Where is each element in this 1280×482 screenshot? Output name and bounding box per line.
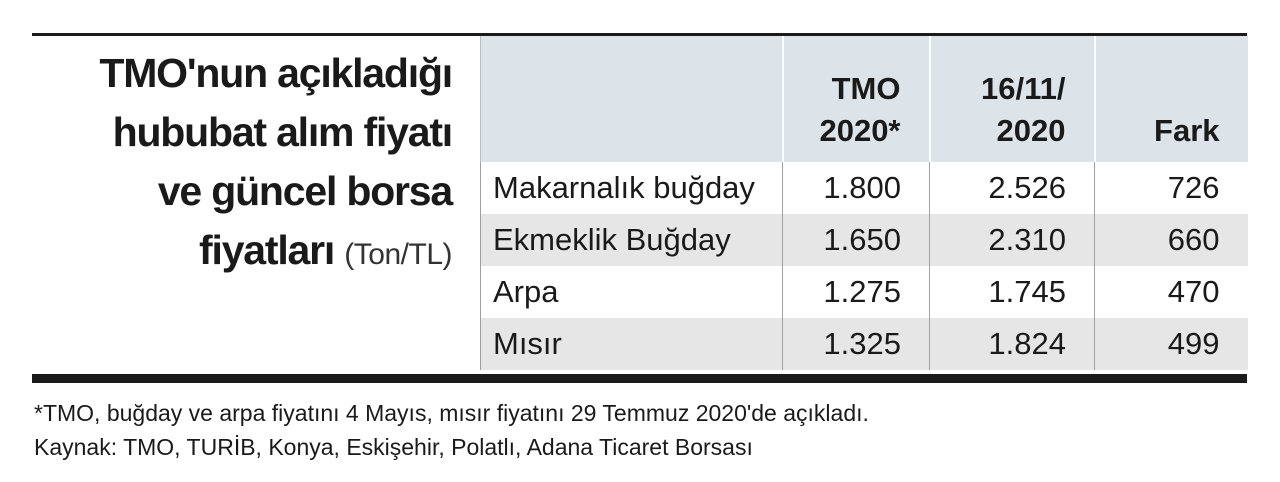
cell-fark: 470	[1094, 266, 1248, 318]
cell-tmo: 1.275	[782, 266, 930, 318]
header-line: 2020	[996, 113, 1066, 148]
title-line: fiyatları (Ton/TL)	[32, 221, 452, 284]
footnote-source: Kaynak: TMO, TURİB, Konya, Eskişehir, Po…	[34, 434, 753, 460]
table-row: Ekmeklik Buğday 1.650 2.310 660	[480, 214, 1248, 266]
title-line: ve güncel borsa	[157, 168, 453, 214]
header-row: TMO 2020* 16/11/2020 Fark	[480, 36, 1248, 162]
row-label: Ekmeklik Buğday	[480, 214, 783, 266]
table-row: Mısır 1.325 1.824 499	[480, 318, 1248, 370]
row-label: Arpa	[480, 266, 783, 318]
header-line: 16/11/	[981, 71, 1066, 106]
header-line: TMO	[831, 71, 901, 106]
table-row: Arpa 1.275 1.745 470	[480, 266, 1248, 318]
data-table: TMO 2020* 16/11/2020 Fark Makarnalık buğd…	[480, 36, 1248, 370]
cell-fark: 726	[1094, 162, 1248, 214]
header-cell-fark: Fark	[1093, 36, 1248, 162]
chart-title: TMO'nun açıkladığı hububat alım fiyatı v…	[32, 44, 454, 284]
bottom-rule	[32, 374, 1247, 383]
header-cell-label	[480, 36, 783, 162]
title-last-word: fiyatları	[199, 227, 335, 273]
cell-borsa: 2.310	[929, 214, 1095, 266]
title-line: hububat alım fiyatı	[112, 109, 454, 155]
title-line: TMO'nun açıkladığı	[99, 50, 453, 96]
cell-borsa: 2.526	[929, 162, 1095, 214]
footnote-note: *TMO, buğday ve arpa fiyatını 4 Mayıs, m…	[34, 400, 869, 426]
header-line: Fark	[1154, 113, 1220, 148]
cell-tmo: 1.325	[782, 318, 930, 370]
price-table: TMO 2020* 16/11/2020 Fark Makarnalık buğd…	[480, 36, 1248, 370]
header-line: 2020*	[819, 113, 901, 148]
header-cell-date: 16/11/2020	[928, 36, 1095, 162]
table-row: Makarnalık buğday 1.800 2.526 726	[480, 162, 1248, 214]
header-cell-tmo: TMO 2020*	[781, 36, 930, 162]
cell-fark: 499	[1094, 318, 1248, 370]
cell-tmo: 1.800	[782, 162, 930, 214]
top-rule	[32, 33, 1247, 36]
cell-borsa: 1.745	[929, 266, 1095, 318]
row-label: Mısır	[480, 318, 783, 370]
cell-tmo: 1.650	[782, 214, 930, 266]
cell-borsa: 1.824	[929, 318, 1095, 370]
title-unit: (Ton/TL)	[344, 238, 452, 271]
cell-fark: 660	[1094, 214, 1248, 266]
row-label: Makarnalık buğday	[480, 162, 783, 214]
footnote: *TMO, buğday ve arpa fiyatını 4 Mayıs, m…	[34, 396, 869, 464]
